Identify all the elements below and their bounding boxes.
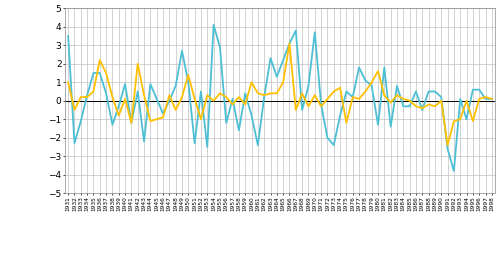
PC1_or_WPLM_SPR — [489, 97, 495, 100]
PC1_or_WPLM_SPR — [286, 42, 292, 45]
PC1_or_WPLM_SPR — [451, 120, 457, 123]
GBOI_WIN — [464, 118, 469, 121]
GBOI_WIN — [356, 66, 362, 69]
PC1_or_WPLM_SPR — [457, 118, 463, 121]
PC1_or_WPLM_SPR — [444, 144, 450, 147]
GBOI_WIN — [457, 97, 463, 100]
PC1_or_WPLM_SPR — [356, 97, 362, 100]
PC1_or_WPLM_SPR — [464, 99, 469, 102]
Line: PC1_or_WPLM_SPR: PC1_or_WPLM_SPR — [68, 43, 492, 145]
GBOI_WIN — [444, 147, 450, 150]
PC1_or_WPLM_SPR — [375, 70, 381, 73]
PC1_or_WPLM_SPR — [65, 81, 71, 84]
GBOI_WIN — [65, 34, 71, 38]
GBOI_WIN — [406, 105, 412, 108]
GBOI_WIN — [489, 97, 495, 100]
GBOI_WIN — [451, 169, 457, 173]
Line: GBOI_WIN: GBOI_WIN — [68, 25, 492, 171]
GBOI_WIN — [210, 23, 216, 26]
GBOI_WIN — [375, 123, 381, 126]
PC1_or_WPLM_SPR — [406, 99, 412, 102]
